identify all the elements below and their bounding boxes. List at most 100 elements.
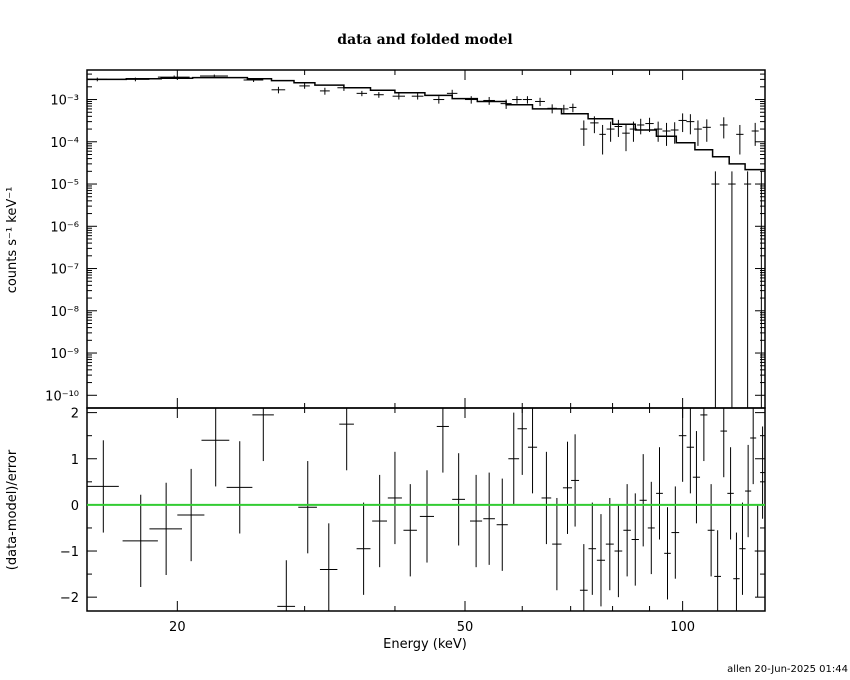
data-point [758,171,764,408]
y-tick-label: 0 [71,499,79,514]
x-tick-label: 50 [457,620,474,635]
chart-title: data and folded model [337,32,512,48]
data-point [702,119,711,142]
data-point [243,78,264,82]
residual-point [754,504,761,598]
residual-point [339,408,354,471]
residual-point [517,408,527,475]
residual-point [579,544,588,611]
y-tick-label: 10⁻⁹ [50,347,79,362]
residual-point [177,468,205,562]
residual-point [745,444,752,538]
y-tick-label: 10⁻³ [50,94,79,109]
residual-point [562,441,572,534]
residual-point [671,486,680,579]
residual-point [720,408,728,478]
x-tick-label: 100 [670,620,695,635]
residual-point [656,447,663,540]
y-tick-label: 10⁻¹⁰ [45,389,79,404]
data-point [559,104,569,115]
data-point [200,74,228,78]
residual-point [631,493,639,586]
y-tick-label: 10⁻⁸ [50,305,79,320]
residual-point [372,474,387,568]
data-point [670,122,679,144]
residual-point [571,434,580,527]
y-tick-label: 10⁻⁵ [50,178,79,193]
data-point [271,86,286,94]
data-point [569,103,577,113]
data-point [637,118,645,135]
residual-point [623,484,631,577]
data-point [299,83,310,89]
residual-point [483,472,495,565]
y-tick-label: −1 [60,545,79,560]
residual-point [469,474,483,568]
data-point [356,90,368,97]
data-point [500,99,512,109]
residual-point [541,451,552,545]
residual-point [727,447,734,540]
y-tick-label: −2 [60,591,79,606]
data-point [87,77,108,82]
residual-point [664,507,671,600]
y-tick-label: 10⁻⁶ [50,220,79,235]
residual-point [122,494,158,588]
data-point [465,96,478,104]
residual-point [149,482,182,576]
y-tick-label: 1 [71,453,79,468]
data-point [645,117,654,133]
data-point [157,75,190,79]
residual-point [201,408,230,487]
data-point [654,121,663,142]
y-axis-label-top: counts s⁻¹ keV⁻¹ [5,187,20,294]
residual-point [319,523,338,611]
data-point [580,120,588,146]
data-point [694,120,702,146]
residual-point [252,408,274,462]
residual-point [596,514,606,607]
y-tick-label: 10⁻⁷ [50,263,79,278]
residual-point [226,441,253,534]
residual-point [700,408,708,462]
data-point [678,113,687,133]
residual-point [508,412,520,505]
data-point [411,93,424,100]
x-axis-label: Energy (keV) [383,637,467,652]
data-point [373,92,384,98]
data-point [744,171,752,408]
residual-point [686,408,695,494]
residual-point [739,502,746,595]
data-point [392,93,405,100]
residual-point [614,504,623,598]
y-axis-label-bottom: (data-model)/error [5,449,20,570]
data-point [736,124,744,155]
residual-point [298,461,317,554]
y-tick-label: 10⁻⁴ [50,136,79,151]
data-point [751,122,759,146]
data-point [433,96,445,104]
data-point [614,119,623,137]
residual-point [605,497,614,591]
residual-point [760,426,765,519]
bottom-panel-frame [86,407,766,612]
residual-point [678,408,687,482]
data-point [319,87,330,95]
data-point [719,117,728,139]
residual-point [419,470,435,563]
footer-stamp: allen 20-Jun-2025 01:44 [727,664,848,675]
residual-point [527,408,538,494]
residual-point [714,530,721,611]
residual-point [733,532,740,611]
data-point [622,124,630,152]
data-point [446,89,458,98]
residual-point [387,451,402,545]
residual-point [436,408,449,473]
residual-point [87,440,119,533]
data-point [483,96,495,105]
data-point [535,97,545,107]
data-point [337,85,351,91]
residual-data-points [87,408,765,611]
x-tick-label: 20 [169,620,186,635]
